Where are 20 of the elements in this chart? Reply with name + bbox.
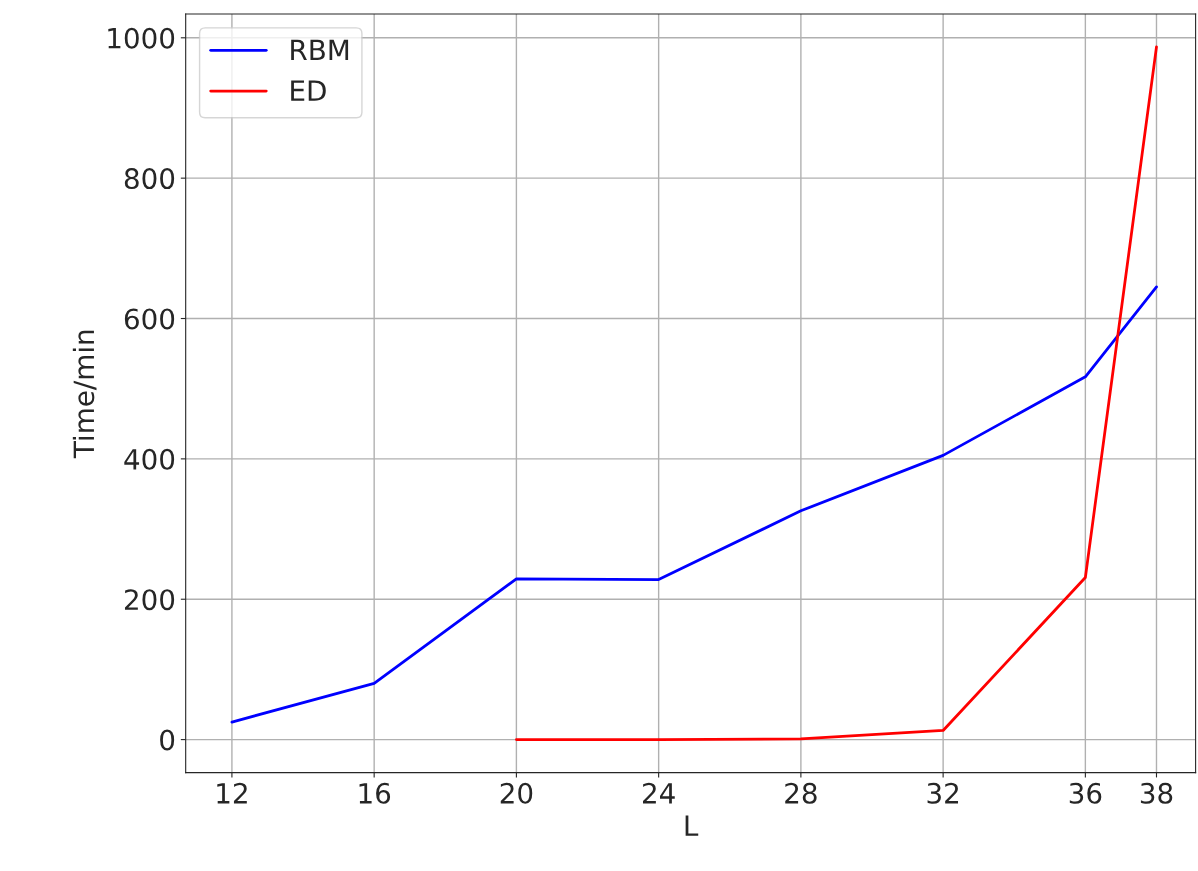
legend-label: ED	[291, 80, 326, 101]
y-tick-label: 1000	[108, 27, 175, 49]
y-tick-label: 800	[124, 168, 175, 190]
y-axis-title: Time/min	[72, 330, 97, 459]
y-tick-label: 600	[124, 308, 175, 330]
line-series	[515, 45, 1158, 741]
x-tick-label: 16	[359, 782, 391, 804]
y-tick-label: 0	[160, 729, 175, 751]
y-tick-label: 200	[124, 589, 175, 611]
x-tick-label: 20	[500, 782, 533, 804]
legend-label: RBM	[291, 39, 349, 61]
x-tick-label: 38	[1140, 782, 1173, 804]
x-axis-title: L	[685, 815, 699, 836]
x-tick-label: 36	[1069, 782, 1102, 804]
x-tick-label: 12	[217, 782, 247, 804]
x-tick-label: 28	[785, 782, 817, 804]
x-tick-label: 24	[643, 782, 675, 804]
line-series	[230, 285, 1158, 724]
x-tick-label: 32	[927, 782, 959, 804]
y-tick-label: 400	[124, 448, 175, 470]
